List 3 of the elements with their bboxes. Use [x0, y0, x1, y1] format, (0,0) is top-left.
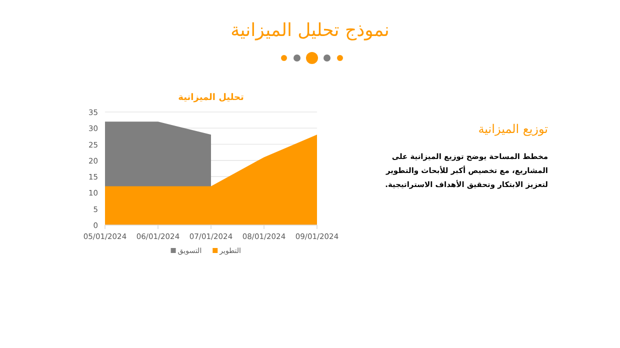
- chart-title: نموذج تحليل الميزانية: [230, 20, 390, 41]
- text: توزيع الميزانية: [477, 122, 548, 136]
- chart-subtitle: تحليل الميزانية: [178, 93, 244, 103]
